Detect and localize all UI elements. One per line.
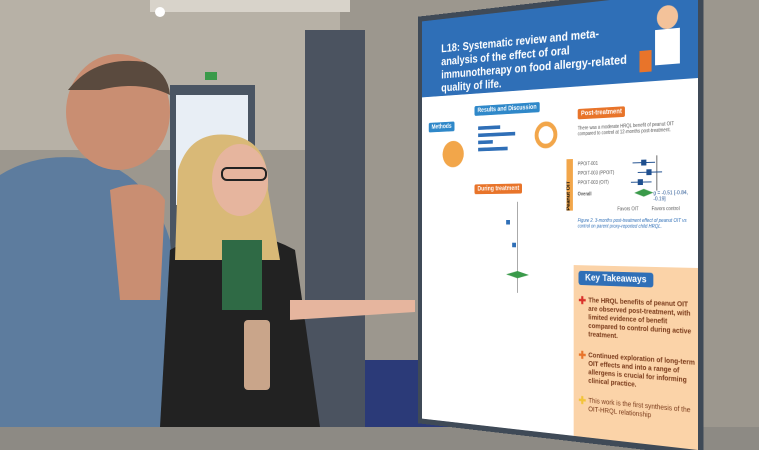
page: Poster session photo {"poster": { "title… xyxy=(0,0,759,427)
takeaway: The HRQL benefits of peanut OIT are obse… xyxy=(588,296,697,345)
study-label: PPOIT-001 xyxy=(578,161,598,167)
shape xyxy=(478,125,500,130)
shape xyxy=(638,179,643,185)
ceiling-light xyxy=(155,7,165,17)
study-label: Overall xyxy=(578,192,592,198)
figure-caption: Figure 2. 3-months post-treatment effect… xyxy=(578,218,694,230)
axis-label: Favors control xyxy=(652,206,680,212)
shape xyxy=(646,169,651,175)
shape xyxy=(639,50,651,72)
scene: L18: Systematic review and meta-analysis… xyxy=(0,0,759,427)
takeaway: Continued exploration of long-term OIT e… xyxy=(588,351,697,394)
study-label: PPOIT-003 (PPOIT) xyxy=(578,170,615,177)
shape xyxy=(478,132,515,137)
side-label: Peanut OIT xyxy=(566,159,572,211)
woman-top xyxy=(222,240,262,310)
ceiling xyxy=(150,0,350,12)
section-heading: Post-treatment xyxy=(578,106,626,119)
paragraph: There was a moderate HRQL benefit of pea… xyxy=(578,121,680,137)
takeaway: This work is the first synthesis of the … xyxy=(588,396,697,424)
icon xyxy=(443,140,464,167)
poster-title: L18: Systematic review and meta-analysis… xyxy=(441,22,634,94)
bullet-icon: ✚ xyxy=(579,397,585,405)
shape xyxy=(506,271,529,279)
illustration xyxy=(636,0,694,78)
shape xyxy=(641,160,646,166)
section-heading: During treatment xyxy=(475,183,523,194)
shape xyxy=(655,28,680,66)
effect-label: g = -0.51 [-0.84, -0.19] xyxy=(653,190,698,202)
board-frame xyxy=(305,30,365,427)
forest-plot-during xyxy=(477,201,568,304)
shape xyxy=(537,123,556,146)
shape xyxy=(512,243,516,248)
shape xyxy=(634,189,653,197)
coffee-cup xyxy=(244,320,270,390)
section-heading: Results and Discussion xyxy=(475,102,540,116)
exit-sign xyxy=(205,72,217,80)
axis-label: Favors OIT xyxy=(617,206,638,212)
takeaways-box: Key Takeaways ✚ The HRQL benefits of pea… xyxy=(574,265,698,450)
poster: L18: Systematic review and meta-analysis… xyxy=(422,0,698,450)
bullet-icon: ✚ xyxy=(579,352,585,360)
takeaways-heading: Key Takeaways xyxy=(579,271,654,288)
study-label: PPOIT-003 (OIT) xyxy=(578,180,609,186)
shape xyxy=(657,4,678,30)
shape xyxy=(478,147,508,152)
shape xyxy=(478,140,493,144)
bullet-icon: ✚ xyxy=(579,297,585,305)
section-heading: Methods xyxy=(429,121,455,132)
bar-figure xyxy=(478,117,570,175)
shape xyxy=(506,220,510,225)
